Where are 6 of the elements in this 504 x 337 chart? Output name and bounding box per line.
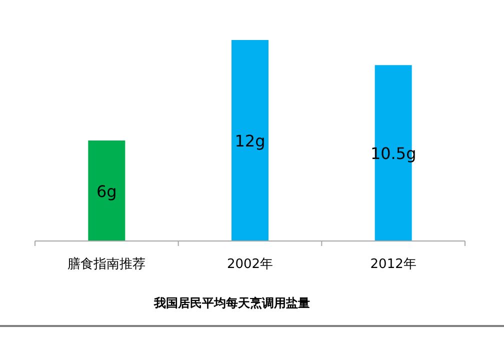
data-label: 6g [96,182,117,201]
x-tick-label: 2002年 [226,257,274,272]
x-tick-label: 2012年 [370,257,416,272]
data-label: 12g [234,132,266,150]
x-tick-label: 膳食指南推荐 [68,256,146,272]
text: 我国居民平均每天烹调用盐量 [153,296,310,310]
